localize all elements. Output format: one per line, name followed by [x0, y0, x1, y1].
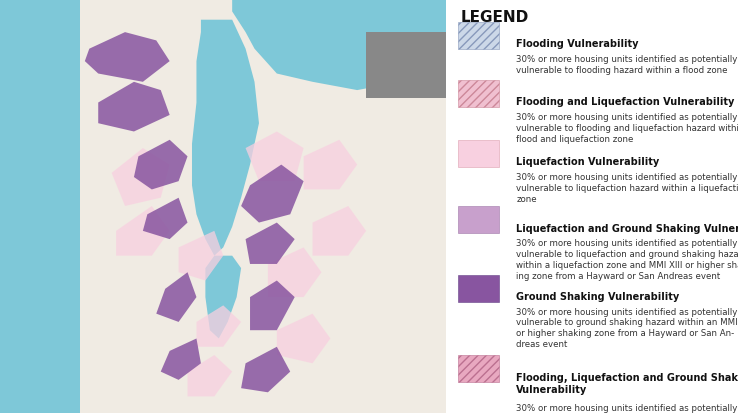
- Bar: [458, 356, 499, 382]
- Polygon shape: [161, 339, 201, 380]
- Text: 30% or more housing units identified as potentially
vulnerable to flooding, liqu: 30% or more housing units identified as …: [517, 403, 738, 413]
- Bar: [366, 33, 446, 99]
- Text: Flooding and Liquefaction Vulnerability: Flooding and Liquefaction Vulnerability: [517, 97, 735, 107]
- Text: Flooding Vulnerability: Flooding Vulnerability: [517, 39, 639, 49]
- Bar: [0, 0, 98, 413]
- Polygon shape: [116, 206, 170, 256]
- Text: Flooding, Liquefaction and Ground Shaking
Vulnerability: Flooding, Liquefaction and Ground Shakin…: [517, 372, 738, 394]
- Text: 30% or more housing units identified as potentially
vulnerable to flooding and l: 30% or more housing units identified as …: [517, 113, 738, 143]
- Polygon shape: [205, 256, 241, 339]
- Text: Liquefaction Vulnerability: Liquefaction Vulnerability: [517, 157, 660, 167]
- Polygon shape: [85, 33, 170, 83]
- Bar: [458, 275, 499, 302]
- Polygon shape: [192, 21, 259, 256]
- Polygon shape: [246, 132, 303, 182]
- Polygon shape: [196, 306, 241, 347]
- Bar: [458, 81, 499, 108]
- Polygon shape: [134, 140, 187, 190]
- Polygon shape: [241, 165, 303, 223]
- Polygon shape: [143, 198, 187, 240]
- Text: 30% or more housing units identified as potentially
vulnerable to ground shaking: 30% or more housing units identified as …: [517, 307, 738, 348]
- Polygon shape: [250, 281, 294, 330]
- Polygon shape: [268, 248, 322, 297]
- Polygon shape: [187, 355, 232, 396]
- Polygon shape: [98, 83, 170, 132]
- Polygon shape: [179, 231, 223, 281]
- Bar: [80, 0, 446, 413]
- Polygon shape: [313, 206, 366, 256]
- Polygon shape: [241, 347, 290, 392]
- Polygon shape: [303, 140, 357, 190]
- Polygon shape: [111, 149, 170, 206]
- Polygon shape: [232, 0, 446, 91]
- Polygon shape: [246, 223, 294, 264]
- Text: 30% or more housing units identified as potentially
vulnerable to liquefaction h: 30% or more housing units identified as …: [517, 173, 738, 203]
- Text: 30% or more housing units identified as potentially
vulnerable to flooding hazar: 30% or more housing units identified as …: [517, 55, 738, 75]
- Bar: [458, 207, 499, 234]
- Text: 30% or more housing units identified as potentially
vulnerable to liquefaction a: 30% or more housing units identified as …: [517, 239, 738, 280]
- Text: Ground Shaking Vulnerability: Ground Shaking Vulnerability: [517, 291, 680, 301]
- Polygon shape: [277, 314, 331, 363]
- Text: LEGEND: LEGEND: [461, 10, 529, 25]
- Bar: [458, 23, 499, 50]
- Polygon shape: [322, 41, 424, 83]
- Bar: [458, 141, 499, 168]
- Text: Liquefaction and Ground Shaking Vulnerability: Liquefaction and Ground Shaking Vulnerab…: [517, 223, 738, 233]
- Polygon shape: [156, 273, 196, 322]
